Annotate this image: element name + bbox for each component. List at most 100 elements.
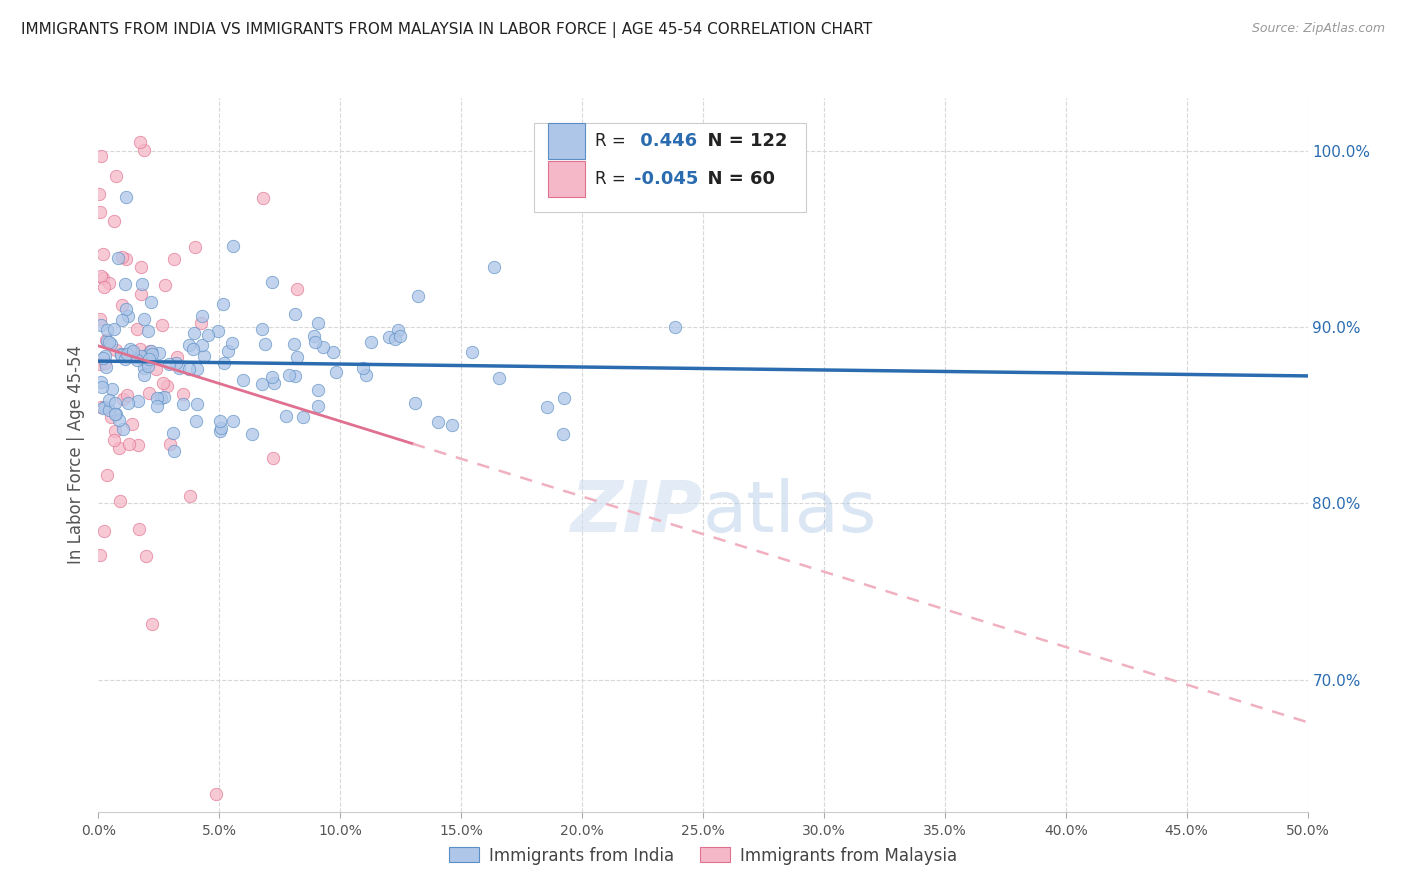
- Point: [139, 343, 162, 358]
- Point: [93, 280, 115, 294]
- Point: [159, 437, 181, 451]
- Point: [125, 322, 148, 336]
- Point: [274, 409, 297, 423]
- Point: [377, 330, 399, 344]
- Point: [93, 349, 115, 363]
- Point: [482, 260, 505, 274]
- Point: [131, 286, 153, 301]
- Point: [186, 362, 208, 376]
- Point: [90, 400, 112, 414]
- Point: [304, 335, 326, 350]
- Point: [207, 324, 229, 338]
- Point: [284, 369, 307, 384]
- Point: [440, 417, 463, 432]
- Point: [128, 135, 150, 149]
- Point: [312, 340, 335, 354]
- Point: [166, 350, 188, 364]
- Point: [134, 360, 156, 375]
- Point: [193, 349, 215, 363]
- Point: [183, 240, 205, 254]
- Point: [307, 316, 329, 330]
- Point: [179, 338, 201, 352]
- Point: [139, 295, 162, 310]
- Legend: Immigrants from India, Immigrants from Malaysia: Immigrants from India, Immigrants from M…: [443, 840, 963, 871]
- Point: [114, 277, 136, 291]
- Point: [96, 334, 118, 348]
- Point: [138, 351, 160, 366]
- Point: [104, 396, 127, 410]
- Point: [141, 616, 163, 631]
- Point: [96, 323, 118, 337]
- Point: [108, 441, 131, 455]
- Point: [129, 342, 152, 356]
- Point: [553, 391, 575, 405]
- Point: [285, 350, 308, 364]
- Point: [145, 361, 167, 376]
- Text: Source: ZipAtlas.com: Source: ZipAtlas.com: [1251, 22, 1385, 36]
- FancyBboxPatch shape: [534, 123, 806, 212]
- Point: [114, 302, 136, 317]
- Point: [163, 252, 186, 266]
- Point: [153, 278, 176, 293]
- Point: [388, 328, 411, 343]
- Point: [104, 407, 127, 421]
- Point: [384, 332, 406, 346]
- Point: [103, 433, 125, 447]
- Point: [240, 427, 263, 442]
- Point: [253, 337, 276, 351]
- Point: [135, 348, 157, 362]
- Point: [157, 357, 180, 371]
- Point: [664, 320, 686, 334]
- Point: [90, 380, 112, 394]
- Point: [100, 337, 122, 351]
- FancyBboxPatch shape: [548, 123, 585, 159]
- Point: [156, 379, 179, 393]
- Point: [352, 361, 374, 376]
- Point: [190, 309, 212, 323]
- Point: [250, 377, 273, 392]
- Point: [277, 368, 299, 383]
- Point: [110, 348, 132, 362]
- Point: [307, 383, 329, 397]
- Point: [103, 214, 125, 228]
- Point: [141, 347, 163, 361]
- Point: [387, 323, 409, 337]
- Point: [150, 318, 173, 333]
- Point: [488, 371, 510, 385]
- Point: [122, 343, 145, 358]
- Point: [211, 297, 233, 311]
- Point: [110, 494, 132, 508]
- Point: [307, 400, 329, 414]
- Text: N = 60: N = 60: [695, 170, 775, 188]
- Point: [183, 326, 205, 340]
- Point: [232, 373, 254, 387]
- Point: [250, 322, 273, 336]
- Point: [208, 424, 231, 438]
- Point: [111, 250, 134, 264]
- Point: [115, 252, 138, 266]
- Point: [127, 394, 149, 409]
- Point: [263, 376, 285, 390]
- Point: [94, 333, 117, 347]
- Text: -0.045: -0.045: [634, 170, 699, 188]
- Point: [129, 260, 152, 275]
- Point: [208, 414, 231, 428]
- Point: [217, 343, 239, 358]
- Point: [172, 386, 194, 401]
- Point: [89, 358, 111, 372]
- Point: [262, 275, 284, 289]
- Point: [117, 387, 139, 401]
- Point: [197, 327, 219, 342]
- Point: [136, 359, 159, 373]
- Text: R =: R =: [595, 132, 631, 150]
- Point: [90, 375, 112, 389]
- Point: [132, 311, 155, 326]
- Point: [360, 334, 382, 349]
- Point: [177, 362, 200, 376]
- Point: [94, 356, 117, 370]
- Point: [284, 307, 307, 321]
- Point: [252, 190, 274, 204]
- Point: [179, 489, 201, 503]
- Point: [89, 311, 111, 326]
- Text: N = 122: N = 122: [695, 132, 787, 150]
